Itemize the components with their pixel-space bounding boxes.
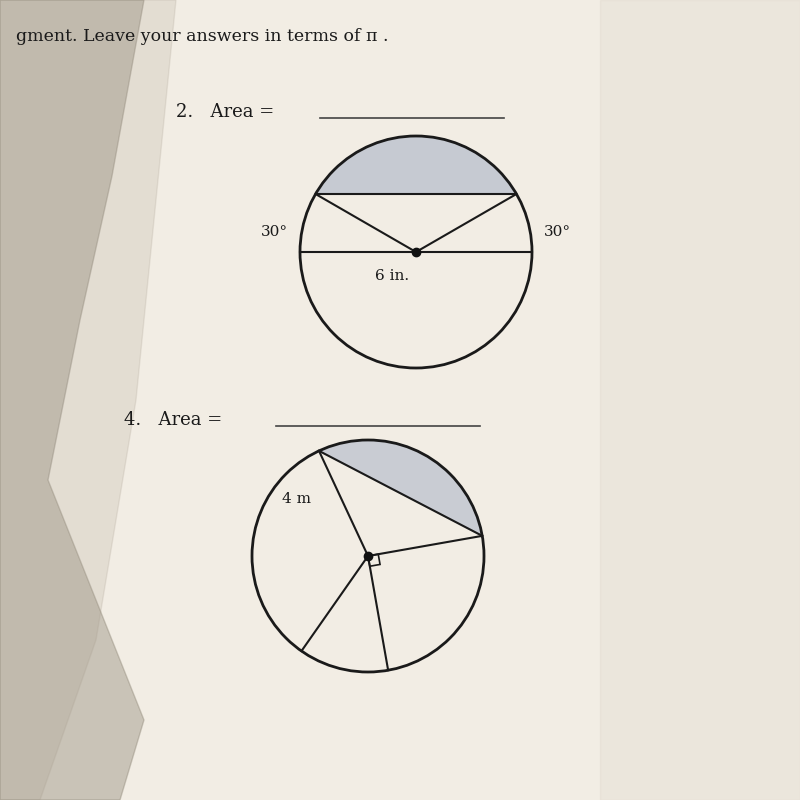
Text: 30°: 30°: [544, 225, 571, 239]
Polygon shape: [0, 0, 144, 800]
Text: 4 m: 4 m: [282, 493, 311, 506]
Text: 2.   Area =: 2. Area =: [176, 103, 274, 121]
Text: 6 in.: 6 in.: [375, 269, 409, 283]
Text: 4.   Area =: 4. Area =: [124, 411, 222, 429]
Text: gment. Leave your answers in terms of π .: gment. Leave your answers in terms of π …: [16, 28, 389, 45]
Polygon shape: [319, 440, 482, 536]
Polygon shape: [0, 0, 176, 800]
Polygon shape: [315, 136, 517, 194]
Polygon shape: [600, 0, 800, 800]
Text: 30°: 30°: [261, 225, 288, 239]
